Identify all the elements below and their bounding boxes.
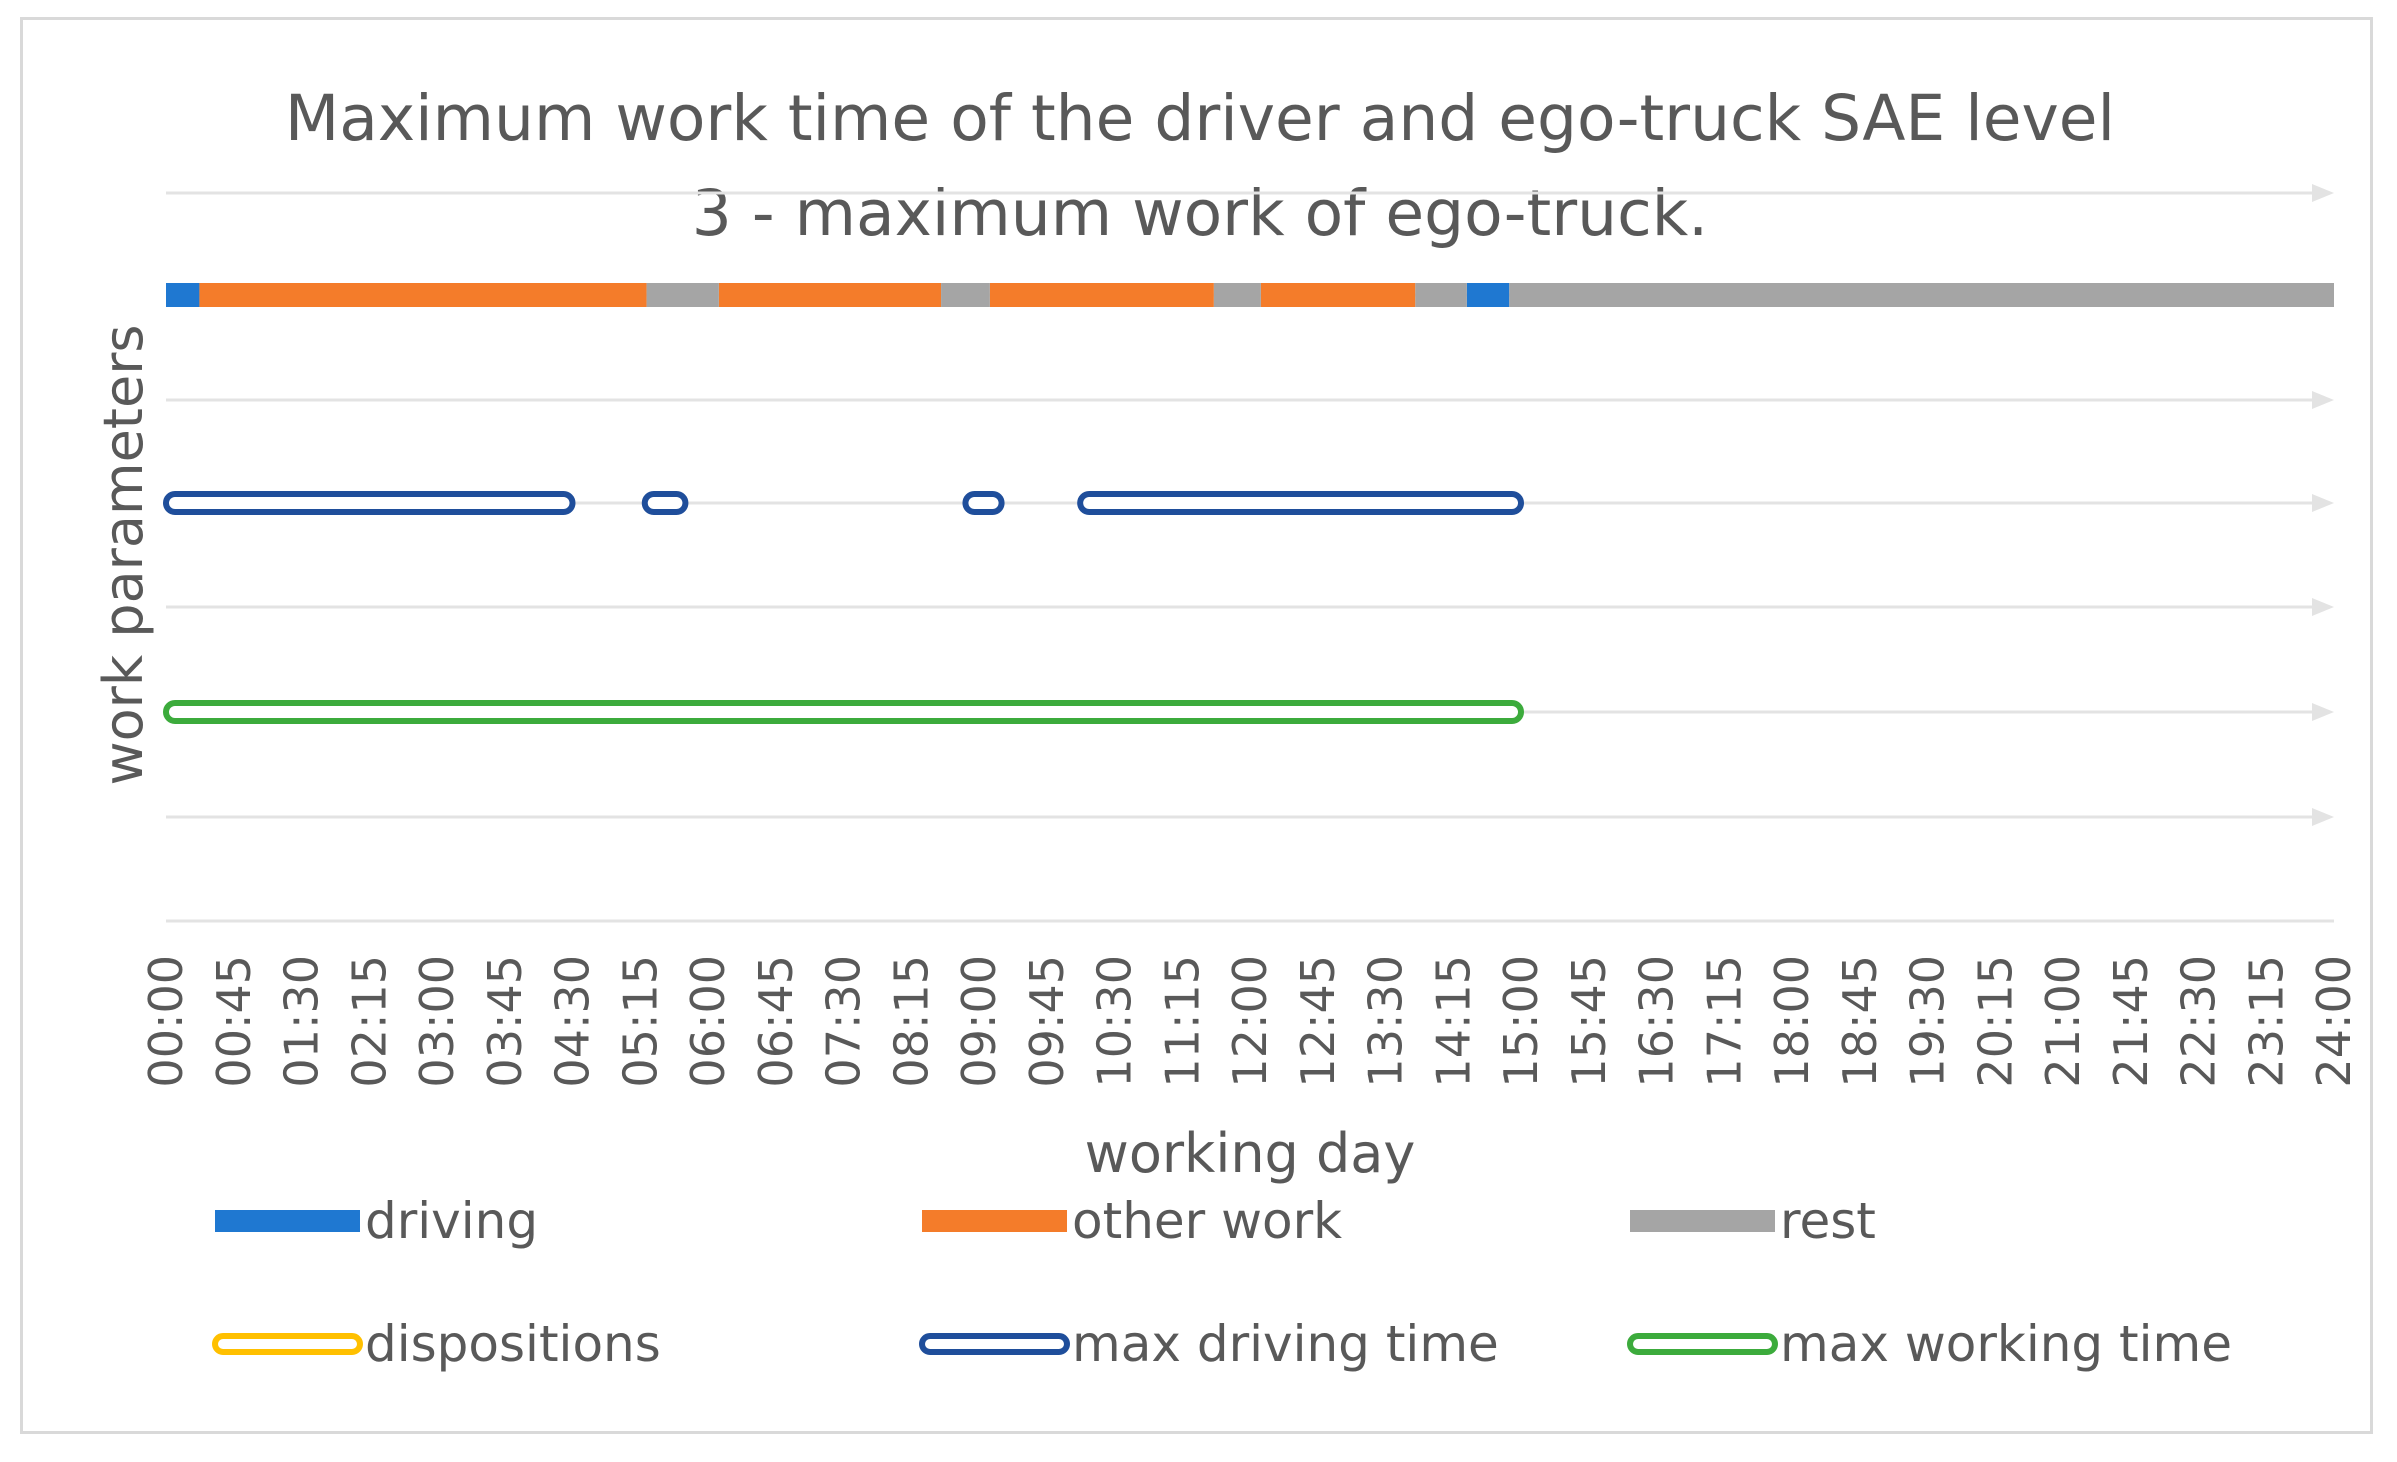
legend-swatch-rest — [1630, 1210, 1775, 1232]
x-tick-label: 13:30 — [1359, 955, 1413, 1088]
gridline-arrowhead — [2312, 184, 2334, 202]
bar-segment-driving — [166, 283, 200, 307]
bar-segment-rest — [646, 283, 719, 307]
legend-label-other-work: other work — [1072, 1192, 1342, 1250]
x-tick-label: 12:45 — [1291, 955, 1345, 1088]
x-tick-label: 03:45 — [478, 955, 532, 1088]
legend-label-max-working-time: max working time — [1780, 1315, 2232, 1373]
x-tick-label: 16:30 — [1630, 955, 1684, 1088]
x-tick-label: 03:00 — [410, 955, 464, 1088]
x-tick-label: 14:15 — [1426, 955, 1480, 1088]
x-tick-label: 15:45 — [1562, 955, 1616, 1088]
bar-segment-max-driving-time — [1077, 491, 1524, 515]
bar-segment-max-working-time — [163, 700, 1524, 724]
legend-label-rest: rest — [1780, 1192, 1876, 1250]
chart-frame — [20, 17, 2373, 1434]
legend-item-rest: rest — [1630, 1192, 1876, 1250]
x-tick-label: 02:15 — [342, 955, 396, 1088]
x-tick-label: 09:45 — [1020, 955, 1074, 1088]
x-tick-label: 00:00 — [139, 955, 193, 1088]
legend-swatch-other-work — [922, 1210, 1067, 1232]
bar-segment-rest — [1509, 283, 2334, 307]
legend-item-driving: driving — [215, 1192, 538, 1250]
x-tick-label: 17:15 — [1697, 955, 1751, 1088]
gridline-arrowhead — [2312, 703, 2334, 721]
x-tick-label: 06:45 — [749, 955, 803, 1088]
chart-title-line-1: Maximum work time of the driver and ego-… — [285, 82, 2115, 155]
x-tick-label: 10:30 — [1088, 955, 1142, 1088]
legend-item-max-working-time: max working time — [1627, 1315, 2232, 1373]
x-tick-label: 19:30 — [1901, 955, 1955, 1088]
legend-label-dispositions: dispositions — [365, 1315, 661, 1373]
bar-segment-other-work — [1260, 283, 1416, 307]
x-tick-label: 01:30 — [275, 955, 329, 1088]
gridline-arrowhead — [2312, 808, 2334, 826]
plot-area — [163, 283, 2334, 724]
x-tick-label: 20:15 — [1968, 955, 2022, 1088]
x-tick-label: 24:00 — [2307, 955, 2361, 1088]
bar-segment-driving — [1466, 283, 1510, 307]
gridline-arrowhead — [2312, 598, 2334, 616]
legend-swatch-dispositions — [212, 1333, 363, 1355]
chart-title-line-2: 3 - maximum work of ego-truck. — [692, 177, 1708, 250]
legend-swatch-driving — [215, 1210, 360, 1232]
bar-segment-rest — [941, 283, 990, 307]
x-tick-label: 04:30 — [546, 955, 600, 1088]
bar-segment-other-work — [989, 283, 1214, 307]
x-tick-label: 08:15 — [884, 955, 938, 1088]
bar-segment-max-driving-time — [641, 491, 689, 515]
x-tick-label: 12:00 — [1223, 955, 1277, 1088]
legend-item-dispositions: dispositions — [212, 1315, 661, 1373]
gridline-arrowhead — [2312, 494, 2334, 512]
x-tick-label: 06:00 — [681, 955, 735, 1088]
x-tick-label: 11:15 — [1155, 955, 1209, 1088]
legend-swatch-max-working-time — [1627, 1333, 1778, 1355]
legend-label-driving: driving — [365, 1192, 538, 1250]
bar-segment-max-driving-time — [163, 491, 576, 515]
x-tick-label: 21:45 — [2104, 955, 2158, 1088]
legend: driving other work rest dispositions max dri… — [212, 1192, 2232, 1373]
x-tick-label: 15:00 — [1494, 955, 1548, 1088]
bar-segment-max-driving-time — [962, 491, 1005, 515]
x-tick-label: 18:00 — [1765, 955, 1819, 1088]
x-tick-label: 09:00 — [952, 955, 1006, 1088]
x-tick-label: 00:45 — [207, 955, 261, 1088]
x-tick-label: 23:15 — [2239, 955, 2293, 1088]
x-axis-ticks: 00:00 00:45 01:30 02:15 03:00 03:45 04:30 05:15… — [139, 955, 2361, 1088]
x-tick-label: 21:00 — [2036, 955, 2090, 1088]
bar-segment-rest — [1213, 283, 1261, 307]
legend-item-other-work: other work — [922, 1192, 1342, 1250]
y-axis-label: work parameters — [92, 324, 155, 785]
x-tick-label: 18:45 — [1833, 955, 1887, 1088]
legend-swatch-max-driving-time — [919, 1333, 1070, 1355]
gridline-arrowhead — [2312, 391, 2334, 409]
x-tick-label: 05:15 — [613, 955, 667, 1088]
legend-label-max-driving-time: max driving time — [1072, 1315, 1499, 1373]
bar-segment-rest — [1415, 283, 1467, 307]
x-tick-label: 07:30 — [817, 955, 871, 1088]
legend-item-max-driving-time: max driving time — [919, 1315, 1499, 1373]
x-axis-label: working day — [1085, 1122, 1416, 1185]
bar-segment-other-work — [718, 283, 942, 307]
x-tick-label: 22:30 — [2172, 955, 2226, 1088]
bar-segment-other-work — [199, 283, 647, 307]
